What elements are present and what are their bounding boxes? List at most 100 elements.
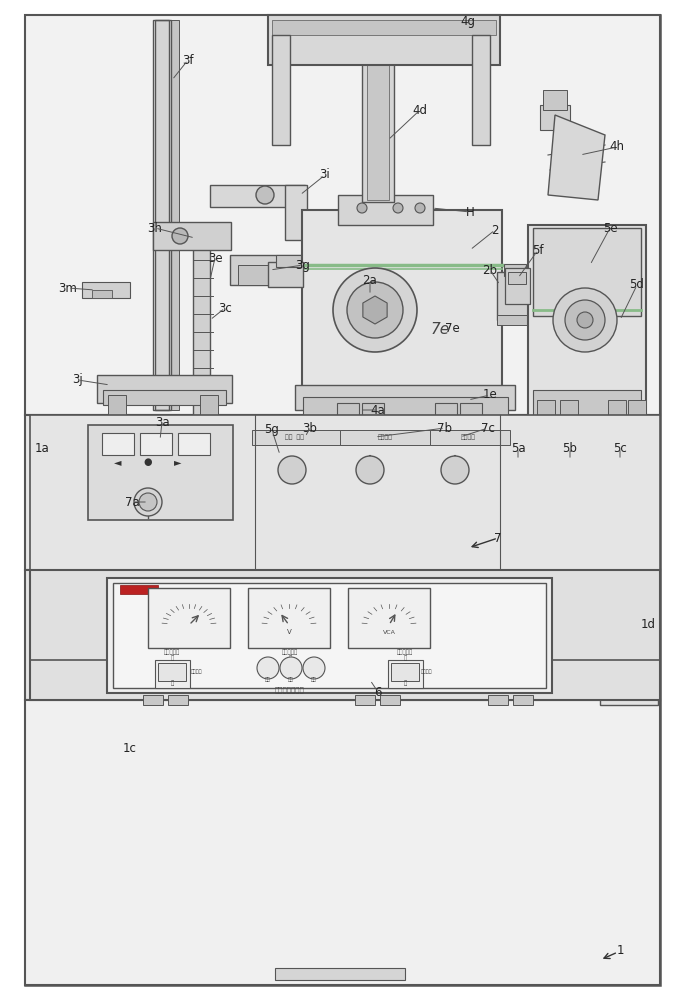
Circle shape (577, 312, 593, 328)
Bar (272, 20, 496, 35)
Bar (108, 395, 126, 415)
Bar (230, 255, 302, 285)
Text: 甲: 甲 (171, 655, 173, 661)
Circle shape (565, 300, 605, 340)
Bar (153, 20, 171, 410)
Circle shape (357, 203, 367, 213)
Text: 直流电电源: 直流电电源 (164, 649, 180, 655)
Bar (25, 415, 660, 570)
Text: 直流电电源: 直流电电源 (282, 649, 298, 655)
Polygon shape (548, 115, 605, 200)
Bar (348, 588, 430, 648)
Text: 交流: 交流 (311, 678, 317, 682)
Bar (153, 222, 231, 250)
Text: 天光: 天光 (288, 678, 294, 682)
Bar (168, 695, 188, 705)
Text: 交流电电源: 交流电电源 (397, 649, 413, 655)
Bar (120, 585, 158, 594)
Text: 空调开关: 空调开关 (191, 670, 203, 674)
Circle shape (356, 456, 384, 484)
Bar (391, 663, 419, 681)
Bar (430, 430, 510, 445)
Text: 7: 7 (495, 532, 501, 544)
Bar (435, 403, 457, 421)
Bar (362, 403, 384, 421)
Text: ►: ► (174, 457, 182, 467)
Bar (543, 90, 567, 110)
Bar (97, 375, 232, 403)
Bar (193, 235, 210, 415)
Circle shape (257, 657, 279, 679)
Bar (340, 430, 430, 445)
Bar (533, 228, 641, 316)
Bar (248, 588, 330, 648)
Circle shape (347, 282, 403, 338)
Bar (252, 430, 357, 445)
Text: 1d: 1d (640, 618, 656, 632)
Text: 3h: 3h (147, 222, 162, 234)
Bar (504, 264, 526, 276)
Bar (92, 290, 112, 298)
Bar (505, 268, 530, 304)
Bar (148, 588, 230, 648)
Bar (337, 403, 359, 421)
Circle shape (256, 186, 274, 204)
Text: 3b: 3b (303, 422, 317, 434)
Polygon shape (363, 296, 387, 324)
Bar (276, 255, 301, 267)
Text: 3a: 3a (155, 416, 169, 428)
Text: 2: 2 (491, 224, 499, 236)
Text: 跟踪控制: 跟踪控制 (377, 434, 393, 440)
Bar (560, 400, 578, 418)
Text: 5a: 5a (511, 442, 525, 454)
Bar (533, 390, 641, 418)
Circle shape (553, 288, 617, 352)
Bar (537, 400, 555, 418)
Text: 直流开关: 直流开关 (421, 670, 433, 674)
Bar (362, 22, 394, 202)
Bar (600, 510, 658, 705)
Text: 5g: 5g (264, 424, 279, 436)
Bar (268, 15, 500, 65)
Text: 3m: 3m (58, 282, 77, 294)
Circle shape (278, 456, 306, 484)
Text: 乙: 乙 (288, 655, 292, 661)
Text: 4g: 4g (460, 15, 475, 28)
Bar (295, 385, 515, 410)
Text: 4d: 4d (412, 104, 427, 116)
Text: 3j: 3j (73, 373, 84, 386)
Bar (497, 315, 532, 325)
Bar (178, 433, 210, 455)
Text: 1a: 1a (35, 442, 49, 454)
Text: V: V (286, 629, 291, 635)
Bar (140, 433, 172, 455)
Bar (608, 400, 626, 418)
Text: 5e: 5e (603, 222, 617, 234)
Bar (113, 583, 546, 688)
Bar (388, 660, 423, 688)
Bar (107, 578, 552, 693)
Circle shape (172, 228, 188, 244)
Text: 关: 关 (403, 680, 407, 686)
Text: 1e: 1e (483, 388, 497, 401)
Text: 5c: 5c (613, 442, 627, 454)
Bar (488, 695, 508, 705)
Bar (238, 265, 293, 285)
Circle shape (415, 203, 425, 213)
Bar (210, 185, 305, 207)
Bar (30, 415, 660, 570)
Text: 激转作压: 激转作压 (460, 434, 475, 440)
Text: 7e: 7e (430, 322, 449, 338)
Bar (103, 390, 226, 405)
Text: 5f: 5f (532, 243, 544, 256)
Text: 2a: 2a (362, 273, 377, 286)
Bar (88, 425, 233, 520)
Text: 关: 关 (171, 680, 173, 686)
Text: 丙: 丙 (403, 655, 407, 661)
Circle shape (333, 268, 417, 352)
Bar (25, 700, 660, 985)
Bar (158, 663, 186, 681)
Text: 3f: 3f (182, 53, 194, 66)
Text: 7e: 7e (445, 322, 460, 334)
Bar (303, 397, 508, 415)
